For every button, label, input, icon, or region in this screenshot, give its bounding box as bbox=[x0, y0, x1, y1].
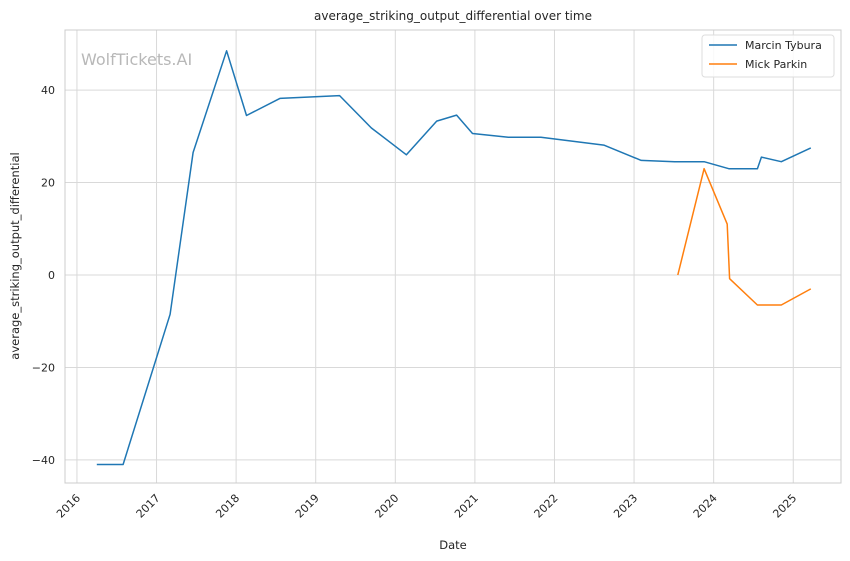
chart-title: average_striking_output_differential ove… bbox=[314, 9, 592, 23]
watermark: WolfTickets.AI bbox=[81, 50, 192, 69]
plot-area bbox=[65, 30, 841, 483]
series-lines bbox=[96, 50, 812, 466]
y-tick-label: 0 bbox=[48, 269, 55, 282]
y-tick-label: −40 bbox=[32, 454, 55, 467]
y-axis-ticks: −40 −20 0 20 40 bbox=[32, 84, 55, 467]
grid bbox=[65, 30, 841, 483]
x-axis-title: Date bbox=[439, 538, 467, 552]
y-tick-label: 20 bbox=[41, 177, 55, 190]
series-line-mick-parkin bbox=[677, 167, 812, 306]
y-axis-title: average_striking_output_differential bbox=[8, 152, 22, 359]
legend-label-mick-parkin: Mick Parkin bbox=[745, 58, 807, 71]
plot-frame bbox=[64, 29, 842, 484]
y-tick-label: 40 bbox=[41, 84, 55, 97]
legend-label-marcin-tybura: Marcin Tybura bbox=[745, 39, 822, 52]
legend: Marcin Tybura Mick Parkin bbox=[701, 34, 835, 78]
series-line-marcin-tybura bbox=[96, 50, 812, 466]
y-tick-label: −20 bbox=[32, 361, 55, 374]
